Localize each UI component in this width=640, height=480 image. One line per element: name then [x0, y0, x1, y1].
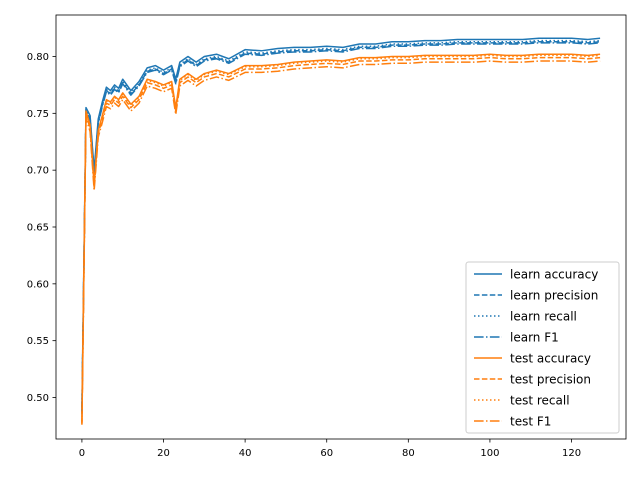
x-tick-label: 80 — [402, 448, 415, 459]
y-tick-label: 0.65 — [27, 223, 49, 234]
series-line-learn-recall — [81, 39, 601, 412]
legend-label-learn-recall: learn recall — [510, 310, 577, 324]
series-line-test-f1 — [81, 60, 601, 425]
x-tick-label: 40 — [239, 448, 252, 459]
series-line-test-recall — [81, 54, 601, 422]
y-tick-label: 0.55 — [27, 336, 49, 347]
legend-label-test-accuracy: test accuracy — [510, 352, 591, 366]
legend-label-learn-precision: learn precision — [510, 289, 598, 303]
legend-label-learn-accuracy: learn accuracy — [510, 268, 598, 282]
legend-label-test-precision: test precision — [510, 373, 591, 387]
legend-label-test-f1: test F1 — [510, 415, 551, 429]
series-line-test-precision — [81, 56, 601, 424]
x-tick-label: 0 — [79, 448, 85, 459]
x-tick-label: 20 — [157, 448, 170, 459]
series-line-learn-f1 — [81, 42, 601, 413]
x-tick-label: 60 — [320, 448, 333, 459]
x-tick-label: 100 — [480, 448, 499, 459]
y-tick-label: 0.75 — [27, 109, 49, 120]
y-tick-label: 0.70 — [27, 166, 49, 177]
axes-layer: 0 20 40 60 80 100 120 0.50 0.55 0.60 0.65 0.70 0.75 0… — [27, 14, 627, 459]
y-tick-label: 0.50 — [27, 393, 49, 404]
legend-label-test-recall: test recall — [510, 394, 570, 408]
legend: learn accuracy learn precision learn recal… — [465, 261, 620, 434]
legend-label-learn-f1: learn F1 — [510, 331, 559, 345]
series-line-test-accuracy — [81, 53, 601, 423]
series-line-learn-accuracy — [81, 37, 601, 409]
y-tick-label: 0.60 — [27, 279, 49, 290]
legend-box — [465, 261, 620, 434]
x-tick-label: 120 — [562, 448, 581, 459]
y-tick-label: 0.80 — [27, 52, 49, 63]
series-layer — [81, 37, 601, 425]
